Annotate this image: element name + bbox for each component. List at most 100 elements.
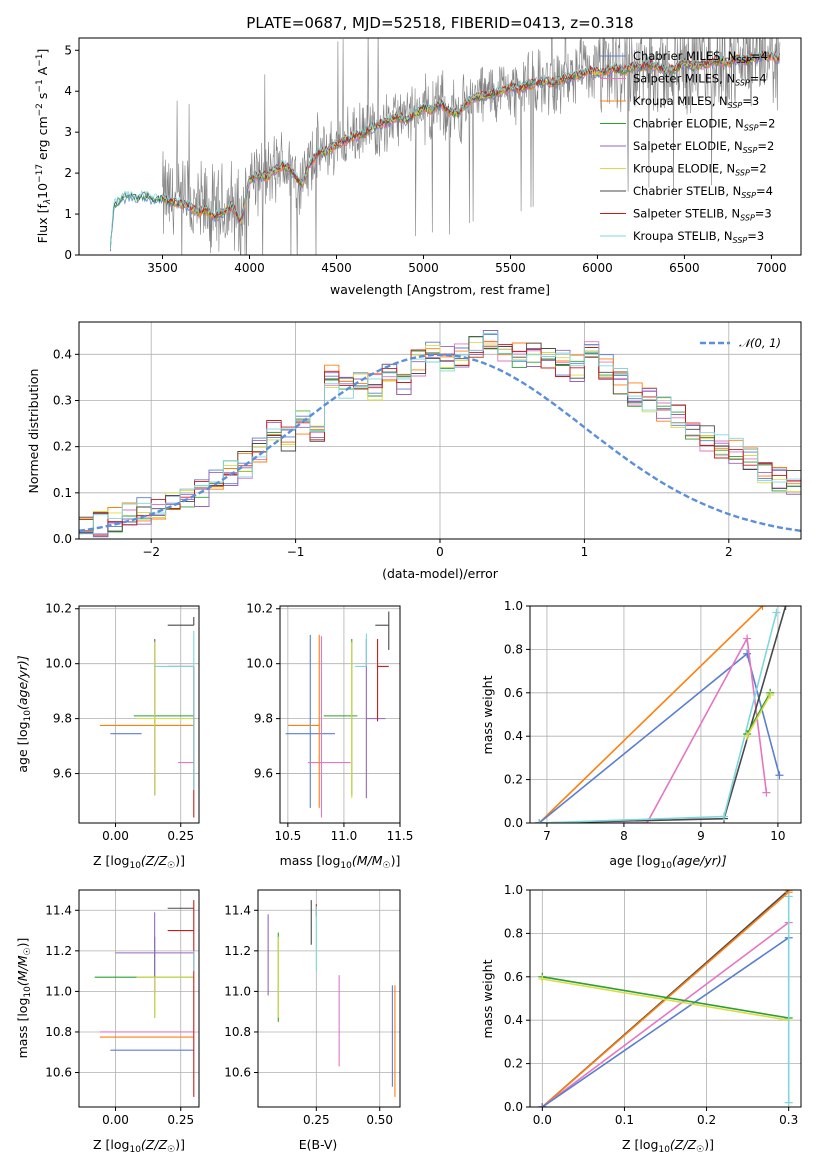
y-tick-label: 0.0 xyxy=(504,1100,523,1114)
residual-histogram-kroupa_stelib xyxy=(79,333,801,535)
mass-vs-z-xlabel: Z [log10(Z/Z☉)] xyxy=(93,1137,185,1155)
observed-spectrum xyxy=(162,38,781,255)
y-tick-label: 10.8 xyxy=(45,1025,72,1039)
y-tick-label: 11.2 xyxy=(224,944,251,958)
errorbar-chabrier_stelib xyxy=(375,611,390,650)
x-tick-label: 0.00 xyxy=(102,1113,129,1127)
mass-vs-z-panel: 0.00 0.25 10.6 10.8 11.0 11.2 11.4 Z [log10(Z/… xyxy=(15,889,200,1155)
model-spectrum-kroupa_stelib xyxy=(109,49,780,250)
legend-label-salpeter_elodie: Salpeter ELODIE, NSSP=2 xyxy=(633,139,774,155)
y-tick-label: 11.2 xyxy=(45,944,72,958)
age_vs_z-marks xyxy=(99,616,195,818)
y-tick-label: 1 xyxy=(64,207,72,221)
x-tick-label: 5500 xyxy=(495,261,526,275)
mass_vs_ebv-frame xyxy=(257,889,401,1108)
y-tick-label: 10.0 xyxy=(246,657,273,671)
y-tick-label: 10.2 xyxy=(45,602,72,616)
y-tick-label: 10.6 xyxy=(224,1066,251,1080)
spectrum-panel: PLATE=0687, MJD=52518, FIBERID=0413, z=0… xyxy=(35,14,802,297)
mass-vs-ebv-xlabel: E(B-V) xyxy=(299,1137,338,1152)
residuals-panel: −2 −1 0 1 2 0.0 0.1 0.2 0.3 0.4 (data-model)/erro… xyxy=(26,321,802,581)
x-tick-label: 0.0 xyxy=(533,1113,552,1127)
x-tick-label: 3500 xyxy=(147,261,178,275)
legend-label-chabrier_elodie: Chabrier ELODIE, NSSP=2 xyxy=(633,117,775,133)
weight-marker-kroupa_miles xyxy=(758,606,767,610)
weight-line-kroupa_miles xyxy=(538,606,764,823)
x-tick-label: 0 xyxy=(436,545,444,559)
weight_vs_age-marks xyxy=(535,606,790,823)
y-tick-label: 0 xyxy=(64,248,72,262)
y-tick-label: 9.6 xyxy=(53,767,72,781)
legend-label-chabrier_miles: Chabrier MILES, NSSP=4 xyxy=(633,49,768,65)
legend-label-kroupa_miles: Kroupa MILES, NSSP=3 xyxy=(633,94,759,110)
age-vs-mass-plot-area: 10.5 11.0 11.5 9.6 9.8 10.0 10.2 xyxy=(246,602,413,843)
errorbar-kroupa_miles xyxy=(287,634,320,808)
y-tick-label: 10.0 xyxy=(45,657,72,671)
x-tick-label: 0.2 xyxy=(697,1113,716,1127)
y-tick-label: 0.4 xyxy=(504,729,523,743)
y-tick-label: 0.2 xyxy=(504,1057,523,1071)
errorbar-kroupa_stelib xyxy=(154,630,195,791)
mass_vs_z-frame xyxy=(78,889,200,1108)
spectrum-marks xyxy=(109,38,781,255)
weight-marker-kroupa_stelib xyxy=(784,892,793,901)
weight-line-chabrier_elodie xyxy=(746,692,771,735)
spectrum-plot-area: 3500 4000 4500 5000 5500 6000 6500 7000 0 1 2 3 4 5 xyxy=(64,37,802,275)
weight-marker-kroupa_stelib xyxy=(784,1098,793,1107)
spectrum-ylabel: Flux [fλ10−17 erg cm−2 s−1 A−1] xyxy=(35,49,53,244)
spectrum-title: PLATE=0687, MJD=52518, FIBERID=0413, z=0… xyxy=(246,14,633,32)
weight_vs_z-marks xyxy=(538,890,793,1107)
y-tick-label: 9.8 xyxy=(53,712,72,726)
weight-vs-z-xlabel: Z [log10(Z/Z☉)] xyxy=(622,1137,714,1155)
y-tick-label: 0.0 xyxy=(53,532,72,546)
weight-line-salpeter_miles xyxy=(541,921,790,1107)
x-tick-label: −1 xyxy=(287,545,305,559)
x-tick-label: 0.00 xyxy=(102,829,129,843)
weight-marker-chabrier_miles xyxy=(538,1103,547,1107)
y-tick-label: 11.4 xyxy=(45,903,72,917)
x-tick-label: 8 xyxy=(620,829,628,843)
weight-marker-salpeter_miles xyxy=(743,634,752,643)
age_vs_mass-frame xyxy=(279,605,401,824)
weight-vs-age-panel: 7 8 9 10 0.0 0.2 0.4 0.6 0.8 1.0 age [log10(age/y… xyxy=(480,599,802,871)
mass_vs_ebv-marks xyxy=(267,900,396,1097)
weight-marker-salpeter_miles xyxy=(762,788,771,797)
x-tick-label: 0.50 xyxy=(366,1113,393,1127)
residuals-frame xyxy=(78,321,802,540)
age-vs-z-xlabel: Z [log10(Z/Z☉)] xyxy=(93,853,185,871)
x-tick-label: 0.25 xyxy=(167,829,194,843)
y-tick-label: 4 xyxy=(64,84,72,98)
legend-label-salpeter_stelib: Salpeter STELIB, NSSP=3 xyxy=(633,207,772,223)
legend-label-kroupa_stelib: Kroupa STELIB, NSSP=3 xyxy=(633,229,764,245)
x-tick-label: 6000 xyxy=(582,261,613,275)
residuals-plot-area: −2 −1 0 1 2 0.0 0.1 0.2 0.3 0.4 xyxy=(53,321,802,559)
spectrum-xlabel: wavelength [Angstrom, rest frame] xyxy=(330,282,550,297)
weight-line-kroupa_elodie xyxy=(542,978,789,1021)
weight-vs-age-ylabel: mass weight xyxy=(480,675,495,754)
age_vs_mass-marks xyxy=(285,611,390,818)
y-tick-label: 0.2 xyxy=(504,773,523,787)
errorbar-salpeter_miles xyxy=(308,636,351,818)
y-tick-label: 11.0 xyxy=(224,984,251,998)
gauss-legend-label: 𝒩(0, 1) xyxy=(739,336,781,350)
errorbar-kroupa_stelib xyxy=(355,633,367,667)
weight-marker-kroupa_stelib xyxy=(720,812,729,821)
x-tick-label: 0.1 xyxy=(615,1113,634,1127)
mass-vs-ebv-plot-area: 0.25 0.50 10.6 10.8 11.0 11.2 11.4 xyxy=(224,889,401,1127)
residuals-legend: 𝒩(0, 1) xyxy=(700,336,781,350)
x-tick-label: 0.3 xyxy=(779,1113,798,1127)
y-tick-label: 10.2 xyxy=(246,602,273,616)
weight_vs_z-frame xyxy=(529,889,802,1108)
weight_vs_age-frame xyxy=(529,605,802,824)
x-tick-label: 2 xyxy=(725,545,733,559)
weight-line-chabrier_miles xyxy=(541,937,790,1107)
residuals-ylabel: Normed distribution xyxy=(26,369,41,494)
legend-label-salpeter_miles: Salpeter MILES, NSSP=4 xyxy=(633,72,767,88)
legend-label-chabrier_stelib: Chabrier STELIB, NSSP=4 xyxy=(633,184,773,200)
y-tick-label: 0.6 xyxy=(504,970,523,984)
age-vs-mass-panel: 10.5 11.0 11.5 9.6 9.8 10.0 10.2 mass [log10(M… xyxy=(246,602,413,871)
errorbar-salpeter_stelib xyxy=(377,638,389,722)
age-vs-z-panel: 0.00 0.25 9.6 9.8 10.0 10.2 Z [log10(Z/Z☉)] a… xyxy=(15,602,200,871)
x-tick-label: 7 xyxy=(543,829,551,843)
x-tick-label: 1 xyxy=(581,545,589,559)
